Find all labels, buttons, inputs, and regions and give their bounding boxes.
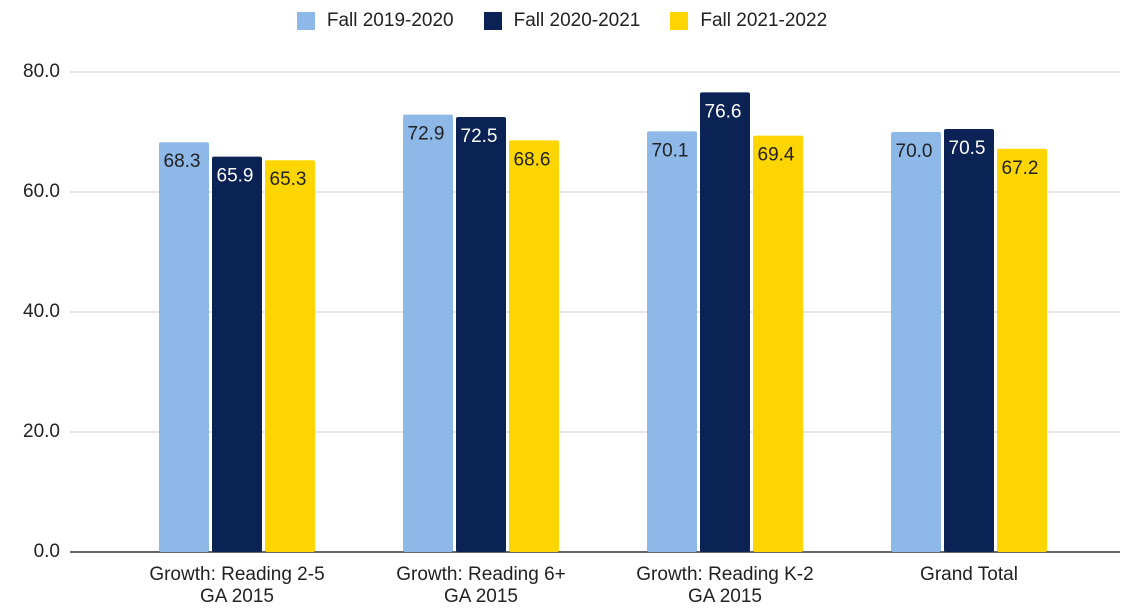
- legend-item: Fall 2020-2021: [483, 6, 641, 36]
- bar: [647, 131, 697, 552]
- bar: [891, 132, 941, 552]
- x-tick-label: Growth: Reading K-2 GA 2015: [636, 564, 814, 607]
- x-tick-label: Growth: Reading 2-5 GA 2015: [149, 564, 325, 607]
- data-label: 72.5: [461, 126, 498, 147]
- bar: [700, 92, 750, 553]
- data-label: 68.3: [164, 151, 201, 172]
- bar: [509, 140, 559, 552]
- y-tick-label: 60.0: [23, 181, 60, 202]
- y-tick-label: 80.0: [23, 61, 60, 82]
- data-label: 76.6: [705, 101, 742, 122]
- legend-swatch: [483, 12, 502, 30]
- bar: [403, 114, 453, 552]
- x-tick-label: Growth: Reading 6+ GA 2015: [396, 564, 566, 607]
- legend-label: Fall 2019-2020: [326, 10, 454, 31]
- bar: [159, 142, 209, 552]
- legend-label: Fall 2020-2021: [513, 10, 641, 31]
- data-label: 72.9: [408, 124, 445, 145]
- data-label: 65.3: [270, 169, 307, 190]
- y-tick-label: 40.0: [23, 301, 60, 322]
- legend-swatch: [670, 12, 689, 30]
- bar: [212, 156, 262, 552]
- data-label: 65.9: [217, 166, 254, 187]
- data-label: 67.2: [1002, 158, 1039, 179]
- bar: [265, 160, 315, 552]
- data-label: 69.4: [758, 145, 795, 166]
- legend-item: Fall 2021-2022: [670, 6, 827, 36]
- bar: [753, 135, 803, 552]
- legend: Fall 2019-2020 Fall 2020-2021 Fall 2021-20…: [0, 6, 1124, 36]
- x-tick-label: Grand Total: [920, 564, 1018, 585]
- y-tick-label: 0.0: [34, 541, 60, 562]
- bar: [456, 117, 506, 552]
- legend-label: Fall 2021-2022: [700, 10, 828, 31]
- data-label: 68.6: [514, 149, 551, 170]
- y-tick-label: 20.0: [23, 421, 60, 442]
- data-label: 70.0: [896, 141, 933, 162]
- data-label: 70.5: [949, 138, 986, 159]
- legend-swatch: [296, 12, 315, 30]
- bar: [944, 129, 994, 552]
- data-label: 70.1: [652, 140, 689, 161]
- bar: [997, 148, 1047, 553]
- legend-item: Fall 2019-2020: [296, 6, 454, 36]
